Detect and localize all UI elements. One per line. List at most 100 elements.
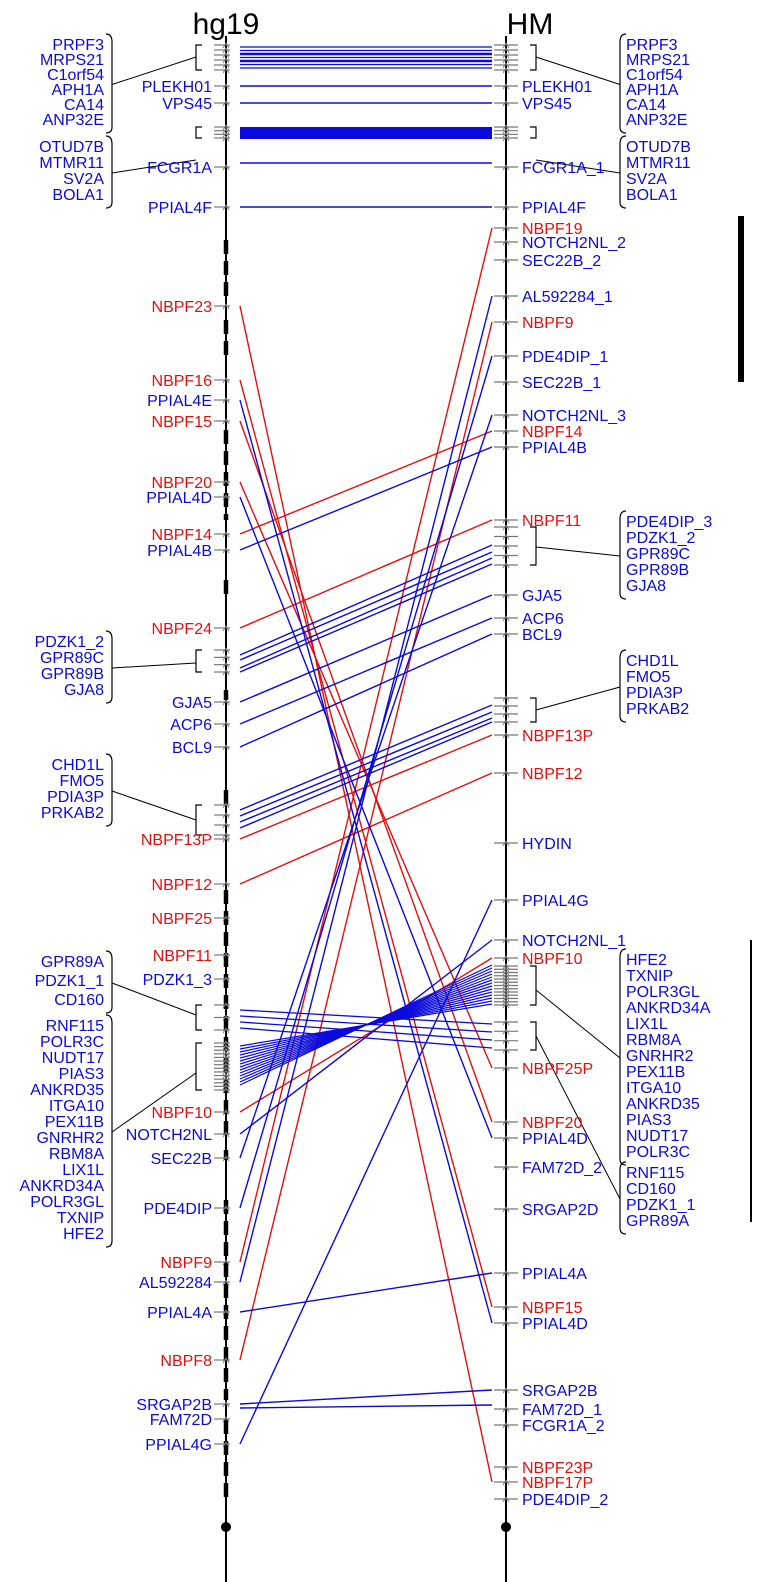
left-group-label-anp32e: ANP32E <box>43 112 104 129</box>
gene-tick-mark <box>222 836 230 843</box>
gene-tick-mark <box>502 1135 510 1142</box>
gene-tick-mark <box>222 976 230 983</box>
gene-tick-mark <box>502 124 510 131</box>
left-group-label-ankrd35: ANKRD35 <box>30 1082 104 1099</box>
right-gene-label-sec22b-1: SEC22B_1 <box>522 375 601 392</box>
gene-tick-mark <box>222 1054 230 1061</box>
gene-tick-mark <box>222 164 230 171</box>
gene-tick-mark <box>222 1072 230 1079</box>
gene-tick-mark <box>222 952 230 959</box>
gene-tick-mark <box>222 1441 230 1448</box>
label-group-brace <box>105 950 113 1014</box>
gene-tick-mark <box>222 1109 230 1116</box>
gene-tick-mark <box>502 937 510 944</box>
gene-tick-mark <box>502 711 510 718</box>
right-gene-label-srgap2b: SRGAP2B <box>522 1383 598 1400</box>
gene-tick-mark <box>502 1406 510 1413</box>
right-gene-label-al592284-1: AL592284_1 <box>522 289 613 306</box>
synteny-link <box>239 899 493 1445</box>
axis-bracket <box>195 804 202 836</box>
right-gene-label-fcgr1a-1: FCGR1A_1 <box>522 160 605 177</box>
right-gene-label-nbpf11: NBPF11 <box>522 513 581 530</box>
gene-tick-mark <box>502 293 510 300</box>
right-group-label-ankrd34a: ANKRD34A <box>626 1000 711 1017</box>
left-group-label-rnf115: RNF115 <box>46 1018 104 1035</box>
gene-tick-mark <box>222 625 230 632</box>
group-connector <box>535 56 621 85</box>
synteny-link <box>239 305 493 1483</box>
group-connector <box>111 982 197 1016</box>
right-group-label-ca14: CA14 <box>626 97 666 114</box>
gene-tick-mark <box>502 135 510 142</box>
right-gene-label-ppial4d: PPIAL4D <box>522 1316 588 1333</box>
gene-tick-mark <box>502 615 510 622</box>
synteny-link <box>239 1027 493 1049</box>
gene-tick-mark <box>222 1061 230 1068</box>
right-gene-label-nbpf19: NBPF19 <box>522 221 583 238</box>
bar-layer <box>738 216 752 1222</box>
gene-tick-mark <box>222 52 230 59</box>
gene-tick-mark <box>222 1069 230 1076</box>
right-gene-label-nbpf17p: NBPF17P <box>522 1475 593 1492</box>
synteny-link <box>239 964 493 1086</box>
group-connector <box>535 686 621 711</box>
gene-tick-mark <box>502 239 510 246</box>
synteny-link <box>239 1015 493 1033</box>
right-group-label-c1orf54: C1orf54 <box>626 67 683 84</box>
right-group-label-cd160: CD160 <box>626 1181 676 1198</box>
right-gene-label-vps45: VPS45 <box>522 96 572 113</box>
right-gene-label-srgap2d: SRGAP2D <box>522 1202 598 1219</box>
gene-tick-mark <box>502 379 510 386</box>
right-group-label-pdia3p: PDIA3P <box>626 685 683 702</box>
left-gene-label-fam72d: FAM72D <box>150 1412 212 1429</box>
right-group-label-chd1l: CHD1L <box>626 653 679 670</box>
synteny-link <box>239 939 493 1135</box>
left-gene-label-ppial4g: PPIAL4G <box>145 1437 212 1454</box>
left-group-label-gpr89a: GPR89A <box>41 954 104 971</box>
left-gene-label-nbpf23: NBPF23 <box>152 299 213 316</box>
synteny-link <box>239 1404 493 1409</box>
right-group-label-pde4dip-3: PDE4DIP_3 <box>626 514 712 531</box>
gene-tick-mark <box>502 1065 510 1072</box>
right-track-title: HM <box>507 8 554 41</box>
left-group-label-gpr89c: GPR89C <box>40 650 104 667</box>
right-group-label-anp32e: ANP32E <box>626 112 687 129</box>
gene-tick-mark <box>502 979 510 986</box>
gene-tick-mark <box>502 204 510 211</box>
gene-tick-mark <box>222 1040 230 1047</box>
gene-tick-mark <box>222 1076 230 1083</box>
right-group-label-mtmr11: MTMR11 <box>626 155 691 172</box>
left-group-label-bola1: BOLA1 <box>52 187 104 204</box>
right-gene-label-nbpf12: NBPF12 <box>522 766 583 783</box>
gene-tick-mark <box>222 1083 230 1090</box>
gene-tick-mark <box>502 100 510 107</box>
gene-tick-mark <box>502 770 510 777</box>
left-group-label-hfe2: HFE2 <box>63 1226 104 1243</box>
gene-tick-mark <box>222 100 230 107</box>
left-gene-label-ppial4b: PPIAL4B <box>147 543 212 560</box>
group-connector <box>535 1035 621 1200</box>
left-gene-label-nbpf10: NBPF10 <box>152 1105 213 1122</box>
right-group-label-rbm8a: RBM8A <box>626 1032 681 1049</box>
gene-tick-mark <box>222 1079 230 1087</box>
right-group-label-pdzk1-1: PDZK1_1 <box>626 1197 695 1214</box>
gene-tick-mark <box>502 225 510 232</box>
right-group-label-txnip: TXNIP <box>626 968 673 985</box>
synteny-link <box>239 633 493 748</box>
gene-tick-mark <box>502 1270 510 1277</box>
right-gene-label-notch2nl-1: NOTCH2NL_1 <box>522 933 626 950</box>
left-gene-label-nbpf25: NBPF25 <box>152 911 213 928</box>
left-gene-label-vps45: VPS45 <box>162 96 212 113</box>
gene-tick-mark <box>222 1027 230 1034</box>
gene-tick-mark <box>502 992 510 999</box>
group-connector <box>111 790 197 821</box>
right-gene-label-nbpf25p: NBPF25P <box>522 1061 593 1078</box>
gene-tick-mark <box>502 1037 510 1044</box>
right-group-label-gpr89a: GPR89A <box>626 1213 689 1230</box>
axis-bracket <box>195 44 202 71</box>
gene-tick-mark <box>222 418 230 425</box>
left-gene-label-nbpf9: NBPF9 <box>160 1255 212 1272</box>
gene-tick-mark <box>502 1206 510 1213</box>
